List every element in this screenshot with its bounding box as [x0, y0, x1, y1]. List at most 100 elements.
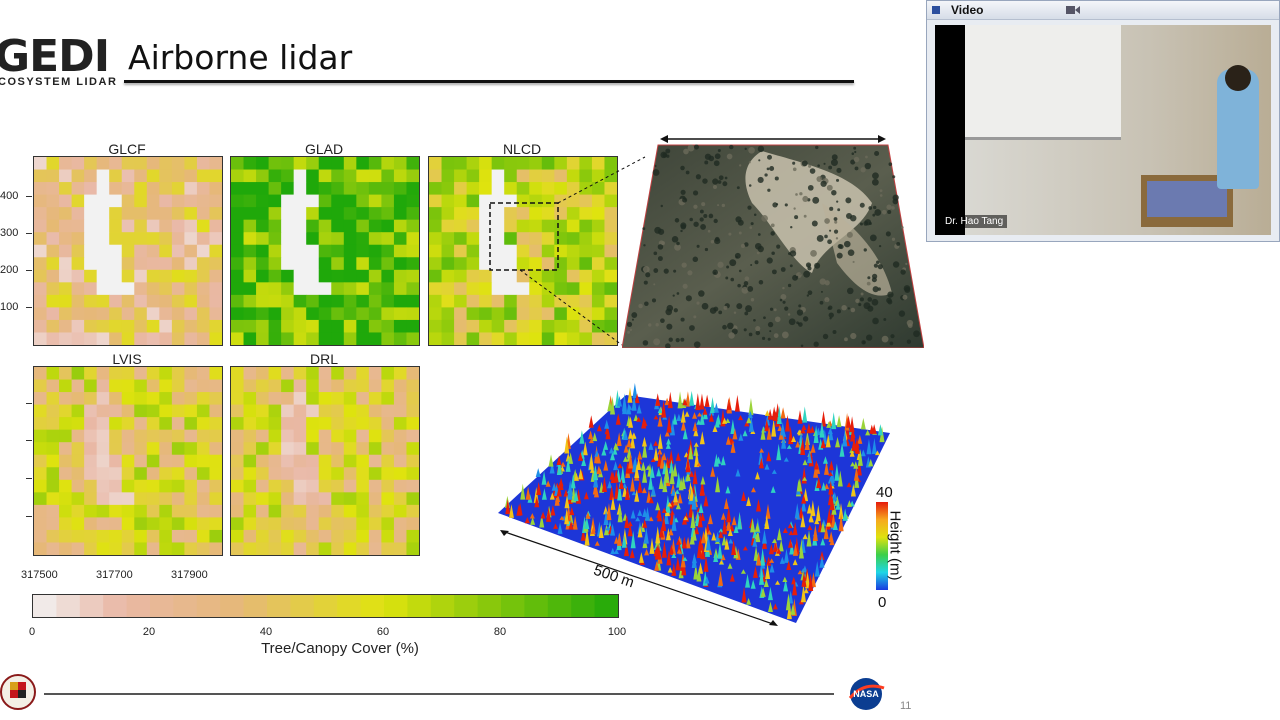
zoom-connector-line [519, 269, 623, 346]
cover-cell [71, 454, 85, 468]
cover-cell [268, 194, 282, 208]
photo-tree [758, 159, 761, 162]
lidar-tree [617, 463, 623, 469]
cover-cell [34, 307, 48, 321]
cover-cell [184, 529, 198, 543]
lidar-tree [666, 550, 672, 566]
photo-tree [642, 227, 646, 231]
cover-cell [529, 244, 543, 258]
photo-tree [767, 188, 771, 192]
lidar-tree [839, 442, 845, 457]
cover-cell [368, 492, 382, 506]
cover-cell [406, 219, 419, 233]
cover-cell [209, 219, 222, 233]
zoom-connector-line [557, 156, 646, 204]
lidar-tree [800, 437, 806, 455]
cover-cell [281, 404, 295, 418]
lidar-tree [829, 469, 835, 483]
cover-cell [356, 517, 370, 531]
video-title-bar[interactable]: Video [927, 1, 1279, 20]
cover-cell [231, 429, 245, 443]
lidar-tree [603, 509, 609, 526]
photo-tree [744, 311, 749, 316]
cover-cell [343, 517, 357, 531]
cover-cell [466, 332, 480, 345]
cover-cell [454, 282, 468, 296]
lidar-tree [642, 441, 648, 458]
cover-cell [306, 504, 320, 518]
photo-tree [823, 162, 826, 165]
lidar-tree [804, 437, 810, 451]
cover-cell [159, 269, 173, 283]
video-window[interactable]: Video Dr. Hao Tang [926, 0, 1280, 242]
cover-cell [293, 454, 307, 468]
cover-cell [231, 269, 245, 283]
colorbar-swatch [103, 595, 128, 617]
photo-tree [660, 204, 663, 208]
cover-cell [281, 467, 295, 481]
photo-tree [774, 176, 779, 181]
cover-cell [306, 392, 320, 406]
cover-cell [406, 429, 419, 443]
cover-cell [59, 529, 73, 543]
cover-cell [121, 294, 135, 308]
cover-cell [356, 257, 370, 271]
cover-cell [243, 517, 257, 531]
cover-cell [243, 454, 257, 468]
lidar-tree [754, 471, 760, 480]
cover-cell [381, 379, 395, 393]
cover-cell [331, 307, 345, 321]
cover-cell [479, 232, 493, 246]
panel-label-glcf: GLCF [108, 141, 146, 157]
photo-tree [826, 184, 833, 191]
cover-cell [171, 479, 185, 493]
colorbar-tick: 40 [259, 626, 273, 638]
lidar-tree [776, 527, 782, 541]
lidar-tree [648, 474, 654, 490]
cover-cell [96, 269, 110, 283]
cover-cell [406, 379, 419, 393]
cover-cell [59, 207, 73, 221]
photo-tree [712, 178, 719, 185]
cover-cell [393, 282, 407, 296]
cover-cell [268, 269, 282, 283]
video-feed[interactable]: Dr. Hao Tang [935, 25, 1271, 235]
cover-map-drl-mosaic [231, 367, 419, 555]
cover-cell [318, 319, 332, 333]
photo-tree [662, 152, 668, 158]
cover-cell [466, 219, 480, 233]
lidar-tree [622, 429, 628, 440]
lidar-tree [536, 481, 542, 496]
cover-cell [491, 319, 505, 333]
lidar-tree [775, 580, 781, 585]
cover-cell [356, 182, 370, 196]
cover-cell [541, 194, 555, 208]
cover-cell [71, 207, 85, 221]
lidar-tree [661, 452, 667, 461]
lidar-tree [750, 517, 756, 533]
cover-cell [293, 194, 307, 208]
lidar-tree [533, 486, 539, 504]
cover-cell [46, 307, 60, 321]
cover-cell [256, 194, 270, 208]
cover-cell [579, 219, 593, 233]
lidar-tree [613, 548, 619, 555]
photo-tree [769, 166, 775, 171]
photo-tree [837, 208, 841, 212]
cover-cell [209, 517, 222, 531]
photo-tree [727, 322, 734, 330]
lidar-tree [849, 449, 855, 457]
cover-cell [184, 542, 198, 555]
cover-cell [554, 157, 568, 171]
slide-title: Airborne lidar [128, 38, 353, 77]
cover-cell [331, 367, 345, 381]
camera-icon[interactable] [1066, 5, 1080, 15]
photo-tree [748, 184, 752, 187]
cover-cell [454, 307, 468, 321]
cover-cell [146, 404, 160, 418]
photo-tree [863, 221, 869, 226]
photo-tree [654, 165, 657, 168]
photo-tree [653, 283, 656, 286]
cover-cell [159, 392, 173, 406]
cover-cell [134, 157, 148, 171]
